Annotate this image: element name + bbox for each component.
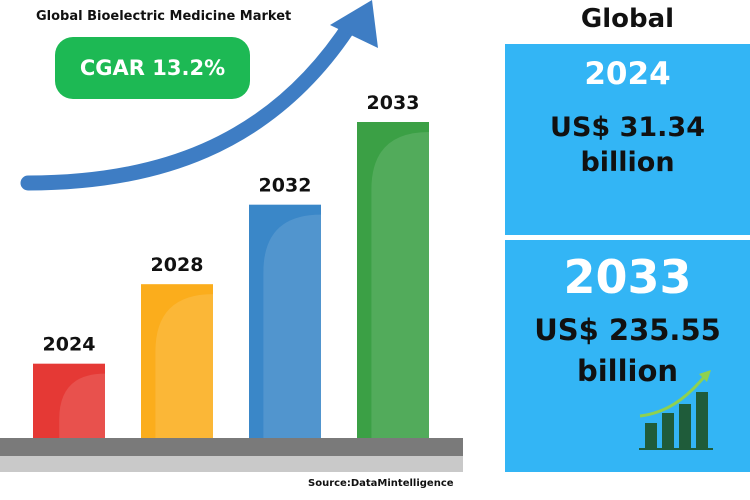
growth-arrow-head	[330, 0, 378, 48]
bar-highlight	[155, 294, 213, 440]
bar-2032	[249, 204, 321, 440]
panel-value-unit: billion	[580, 147, 675, 179]
ground-top	[0, 438, 463, 456]
chart-title: Global Bioelectric Medicine Market	[36, 9, 292, 24]
bar-label-2024: 2024	[43, 334, 96, 356]
bar-chart: 2024 2028 2032 2033	[0, 0, 463, 472]
panel-value: US$ 31.34 billion	[505, 110, 750, 180]
panel-2024: 2024 US$ 31.34 billion	[505, 44, 750, 235]
cagr-badge: CGAR 13.2%	[55, 37, 250, 99]
growth-arrow	[20, 14, 360, 191]
bar-label-2032: 2032	[259, 175, 312, 197]
bar-2024	[33, 363, 105, 440]
global-heading: Global	[580, 4, 675, 34]
panel-2033: 2033 US$ 235.55 billion	[505, 240, 750, 472]
panel-value-unit: billion	[576, 353, 679, 388]
panel-value: US$ 235.55 billion	[505, 310, 750, 391]
bar-label-2028: 2028	[151, 254, 204, 276]
growth-chart-icon	[639, 370, 713, 450]
panel-value-amount: US$ 31.34	[550, 112, 705, 143]
ground-bottom	[0, 456, 463, 472]
bar-label-2033: 2033	[367, 92, 420, 114]
bar-2028	[141, 284, 213, 440]
panel-value-amount: US$ 235.55	[534, 313, 721, 347]
bar-2033	[357, 122, 429, 440]
panel-year: 2033	[563, 250, 692, 304]
bar-highlight	[371, 132, 429, 440]
panel-year: 2024	[584, 56, 671, 92]
bar-highlight	[263, 214, 321, 440]
source-note: Source:DataMintelligence	[308, 478, 454, 489]
bar-highlight	[59, 373, 105, 440]
